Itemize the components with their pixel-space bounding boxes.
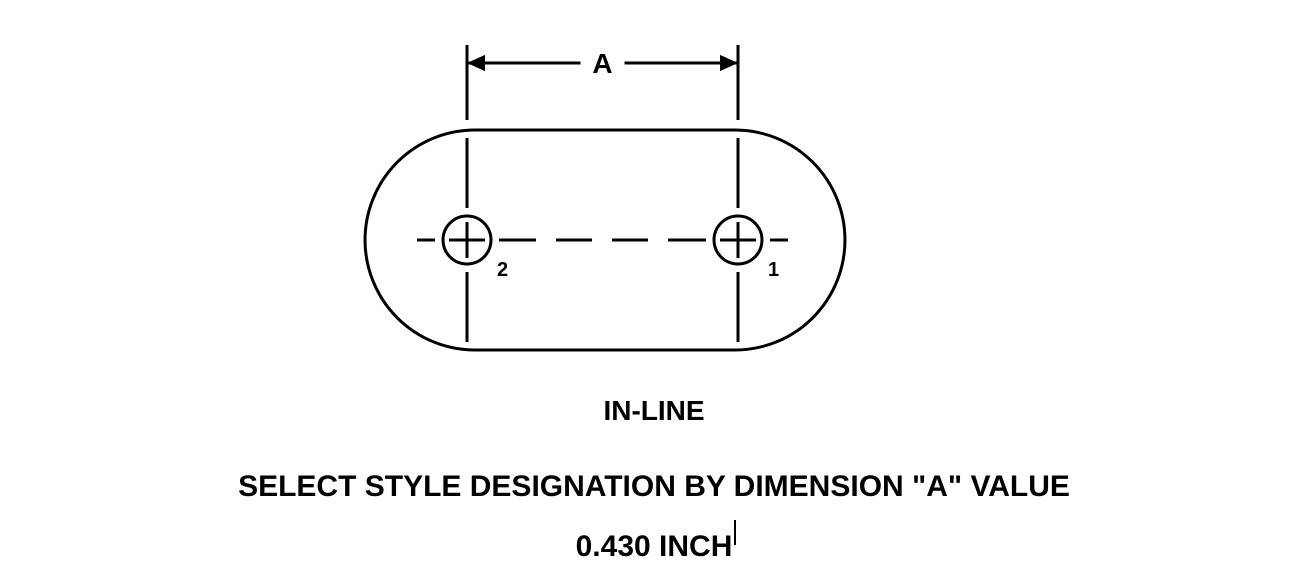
diagram-container: 2 1 A IN-LINE SELECT STYLE DESIGNATION BY … [0, 0, 1308, 576]
caption-line-1: IN-LINE [0, 395, 1308, 427]
hole-label-2: 2 [497, 259, 508, 281]
dim-label: A [592, 48, 612, 79]
dim-arrow-right [720, 55, 738, 71]
dim-arrow-left [467, 55, 485, 71]
caption-line-3: 0.430 INCH [0, 530, 1308, 564]
hole-label-1: 1 [768, 259, 779, 281]
caption-line-2: SELECT STYLE DESIGNATION BY DIMENSION "A… [0, 470, 1308, 504]
